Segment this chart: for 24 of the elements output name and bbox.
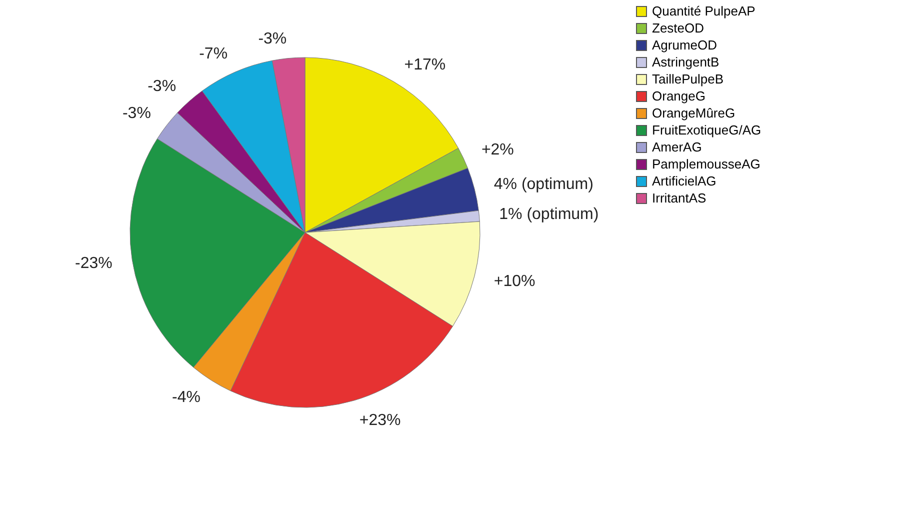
text: -23% [75, 255, 112, 272]
text: +2% [481, 141, 514, 158]
text: +17% [404, 56, 446, 74]
legend-label: ZesteOD [652, 20, 704, 36]
text: -3% [148, 78, 176, 96]
text: 4% (optimum) [494, 176, 594, 194]
legend-label: PamplemousseAG [652, 156, 760, 172]
text: -4% [172, 389, 201, 406]
text: 1% (optimum) [499, 206, 599, 224]
legend-label: ArtificielAG [652, 174, 716, 188]
legend-label: AmerAG [652, 140, 702, 154]
text: -3% [122, 104, 151, 122]
text: +10% [494, 272, 536, 290]
legend-label: AstringentB [652, 54, 720, 70]
legend-label: OrangeG [652, 88, 706, 104]
legend-label: AgrumeOD [652, 38, 718, 52]
text: -7% [199, 46, 228, 63]
legend-label: Quantité PulpeAP [652, 4, 756, 18]
legend-label: TaillePulpeB [652, 72, 724, 86]
legend-label: IrritantAS [652, 190, 707, 206]
legend-label: OrangeMûreG [652, 106, 736, 120]
text: -3% [258, 30, 287, 48]
legend-label: FruitExotiqueG/AG [652, 122, 762, 138]
text: +23% [359, 412, 401, 429]
